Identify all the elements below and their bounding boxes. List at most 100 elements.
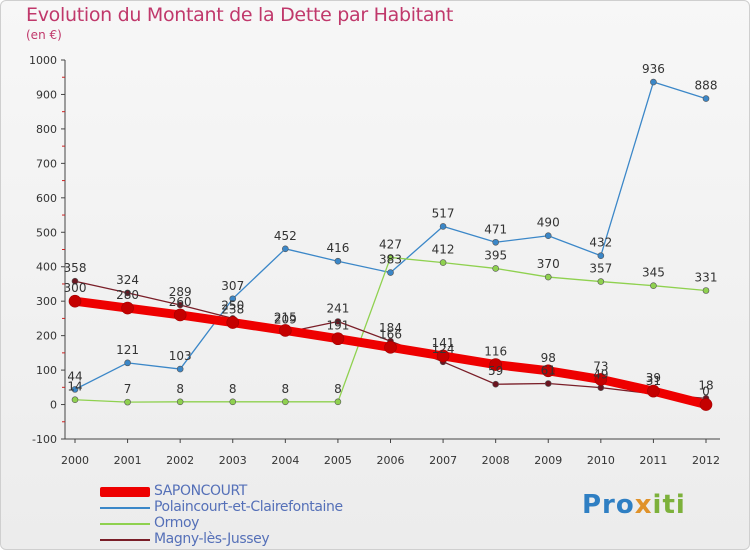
data-point <box>334 318 342 325</box>
data-point <box>597 252 605 260</box>
data-point <box>282 398 289 406</box>
data-label: 116 <box>484 345 507 359</box>
data-label: 184 <box>379 321 402 335</box>
x-tick-label: 2004 <box>271 454 299 467</box>
data-label: 357 <box>589 262 612 276</box>
x-tick-label: 2006 <box>377 454 405 467</box>
data-point <box>384 341 397 354</box>
data-point <box>226 316 240 329</box>
x-tick-label: 2005 <box>324 454 352 467</box>
data-label: 73 <box>593 359 608 373</box>
data-label: 215 <box>274 310 297 324</box>
legend-label: SAPONCOURT <box>154 483 247 499</box>
data-point <box>71 396 79 404</box>
data-label: 166 <box>379 327 402 341</box>
data-point <box>387 269 394 276</box>
data-label: 98 <box>541 351 556 365</box>
x-tick-label: 2011 <box>639 454 667 467</box>
data-label: 61 <box>541 364 556 378</box>
y-tick-label: 0 <box>50 399 57 412</box>
data-label: 280 <box>116 288 139 302</box>
data-point <box>124 359 131 367</box>
data-point <box>176 365 184 373</box>
line-chart: -100 0 100 200 300 400 500 600 700 800 900 1000 2000… <box>29 54 720 467</box>
data-point <box>282 245 289 253</box>
data-label: 191 <box>326 319 349 333</box>
data-label: 8 <box>282 382 290 396</box>
x-tick-label: 2012 <box>692 454 720 467</box>
data-point <box>173 308 187 322</box>
y-tick-label: 600 <box>36 192 57 205</box>
legend-swatch <box>100 507 150 509</box>
data-point <box>68 294 82 308</box>
data-label: 888 <box>695 79 718 93</box>
data-label: 324 <box>116 273 139 287</box>
legend-label: Ormoy <box>154 515 200 531</box>
data-label: 8 <box>176 382 184 396</box>
data-label: 59 <box>488 364 503 378</box>
legend-swatch <box>100 539 150 541</box>
legend-item: SAPONCOURT <box>100 483 400 500</box>
legend-swatch <box>100 487 150 497</box>
x-tick-label: 2007 <box>429 454 457 467</box>
data-point <box>544 380 552 387</box>
data-label: 31 <box>646 374 661 388</box>
data-point <box>71 386 79 393</box>
data-label: 103 <box>169 349 192 363</box>
y-tick-label: 900 <box>36 88 57 101</box>
data-point <box>647 384 660 398</box>
data-point <box>279 324 292 337</box>
data-label: 370 <box>537 257 560 271</box>
data-label: 7 <box>124 382 132 396</box>
data-point <box>439 259 447 266</box>
data-point <box>124 289 131 297</box>
data-point <box>492 238 499 246</box>
data-point <box>439 223 447 230</box>
data-label: 18 <box>698 378 713 392</box>
data-label: 427 <box>379 237 402 251</box>
x-tick-label: 2009 <box>534 454 562 467</box>
data-point <box>650 78 657 86</box>
data-label: 300 <box>64 281 87 295</box>
data-point <box>597 278 605 285</box>
data-label: 44 <box>67 369 82 383</box>
legend: SAPONCOURT Polaincourt-et-Clairefontaine… <box>100 483 400 548</box>
data-point <box>489 358 502 371</box>
data-point <box>594 373 608 386</box>
data-point <box>702 287 710 294</box>
data-label: 358 <box>64 261 87 275</box>
y-tick-label: 100 <box>36 364 57 377</box>
data-point <box>492 265 499 272</box>
data-point <box>544 232 552 240</box>
data-label: 241 <box>326 302 349 316</box>
data-label: 936 <box>642 62 665 76</box>
data-label: 412 <box>432 243 455 257</box>
data-label: 416 <box>326 241 349 255</box>
data-point <box>436 349 450 363</box>
legend-item: Ormoy <box>100 515 400 532</box>
data-label: 331 <box>695 271 718 285</box>
data-point <box>124 398 131 406</box>
data-point <box>334 257 342 265</box>
data-point <box>229 398 237 406</box>
data-label: 432 <box>589 236 612 250</box>
x-tick-label: 2000 <box>61 454 89 467</box>
data-point <box>176 398 184 406</box>
data-point <box>544 273 552 281</box>
x-tick-label: 2010 <box>587 454 615 467</box>
data-label: 383 <box>379 253 402 267</box>
data-point <box>71 277 79 285</box>
data-label: 250 <box>221 298 244 312</box>
legend-item: Magny-lès-Jussey <box>100 531 400 548</box>
data-point <box>334 398 342 406</box>
data-label: 8 <box>229 382 237 396</box>
data-label: 452 <box>274 229 297 243</box>
data-label: 289 <box>169 285 192 299</box>
data-point <box>176 301 184 309</box>
data-point <box>541 364 555 378</box>
x-tick-label: 2008 <box>482 454 510 467</box>
data-label: 209 <box>274 313 297 327</box>
data-label: 260 <box>169 295 192 309</box>
data-label: 141 <box>432 336 455 350</box>
